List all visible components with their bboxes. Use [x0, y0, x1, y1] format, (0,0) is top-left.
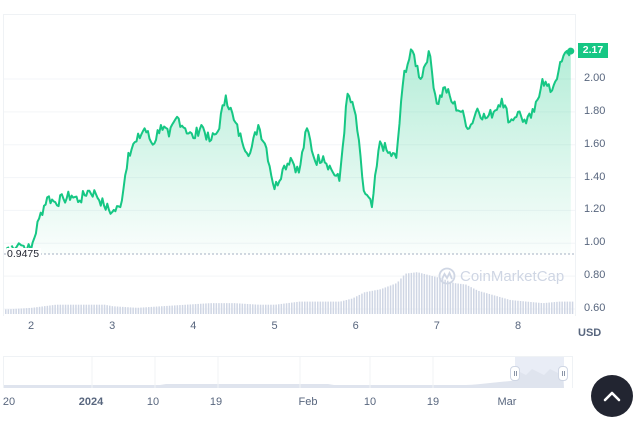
- y-tick-label: 1.60: [584, 137, 606, 150]
- chevron-up-icon: [603, 391, 621, 402]
- navigator-area: [4, 357, 564, 388]
- chart-plot-area[interactable]: [3, 14, 576, 316]
- navigator-tick-label: 10: [363, 396, 377, 408]
- currency-label: USD: [578, 327, 602, 339]
- coinmarketcap-logo-icon: [438, 267, 456, 285]
- x-tick-label: 4: [190, 320, 197, 332]
- navigator-right-handle[interactable]: [558, 366, 568, 381]
- y-tick-label: 1.80: [584, 104, 606, 117]
- x-tick-label: 8: [514, 320, 522, 332]
- navigator-tick-label: 10: [146, 396, 160, 408]
- current-price-badge: 2.17: [578, 43, 608, 58]
- watermark-text: CoinMarketCap: [460, 267, 565, 285]
- navigator-tick-label: Feb: [298, 396, 318, 408]
- baseline-label: 0.9475: [7, 248, 42, 260]
- navigator-tick-label: 20: [2, 396, 16, 408]
- volume-bars: [5, 272, 574, 314]
- y-tick-label: 0.60: [584, 302, 606, 314]
- y-tick-label: 0.80: [584, 269, 606, 282]
- navigator-left-handle[interactable]: [510, 366, 520, 381]
- y-tick-label: 2.00: [584, 72, 606, 84]
- navigator-tick-label: Mar: [497, 396, 517, 408]
- x-tick-label: 3: [109, 320, 116, 332]
- navigator[interactable]: [3, 356, 573, 388]
- y-tick-label: 1.20: [584, 203, 606, 216]
- x-tick-label: 7: [433, 320, 440, 332]
- x-tick-label: 6: [352, 320, 359, 332]
- watermark: CoinMarketCap: [438, 267, 564, 285]
- price-area: [6, 48, 571, 255]
- y-tick-label: 1.40: [584, 170, 606, 183]
- navigator-tick-label: 2024: [78, 396, 104, 408]
- navigator-tick-label: 19: [426, 396, 440, 408]
- current-price-dot: [567, 47, 575, 55]
- scroll-to-top-button[interactable]: [591, 375, 633, 417]
- x-tick-label: 5: [271, 320, 278, 332]
- x-tick-label: 2: [27, 320, 35, 332]
- y-tick-label: 1.00: [584, 236, 606, 249]
- navigator-tick-label: 19: [209, 396, 223, 408]
